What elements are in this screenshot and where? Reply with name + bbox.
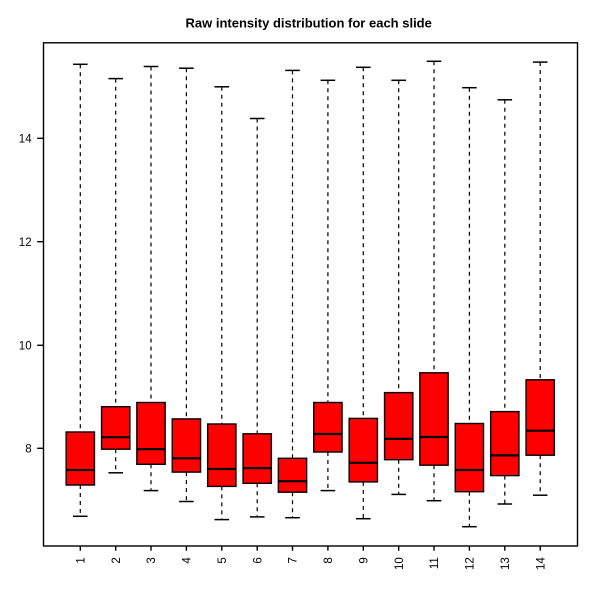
svg-text:11: 11	[429, 557, 441, 569]
svg-text:14: 14	[535, 557, 547, 570]
svg-text:13: 13	[500, 557, 512, 570]
svg-text:10: 10	[19, 340, 32, 352]
svg-text:9: 9	[359, 557, 371, 563]
svg-text:4: 4	[182, 557, 194, 564]
svg-text:Raw intensity distribution for: Raw intensity distribution for each slid…	[186, 16, 432, 31]
svg-text:8: 8	[25, 443, 31, 455]
svg-text:7: 7	[288, 557, 300, 563]
svg-text:3: 3	[146, 557, 158, 563]
svg-text:2: 2	[111, 557, 123, 563]
svg-text:5: 5	[217, 557, 229, 563]
svg-text:14: 14	[19, 133, 32, 145]
svg-text:12: 12	[19, 237, 32, 249]
svg-text:8: 8	[323, 557, 335, 563]
svg-text:10: 10	[394, 557, 406, 570]
svg-text:12: 12	[465, 557, 477, 570]
svg-text:6: 6	[252, 557, 264, 563]
svg-text:1: 1	[76, 557, 88, 563]
